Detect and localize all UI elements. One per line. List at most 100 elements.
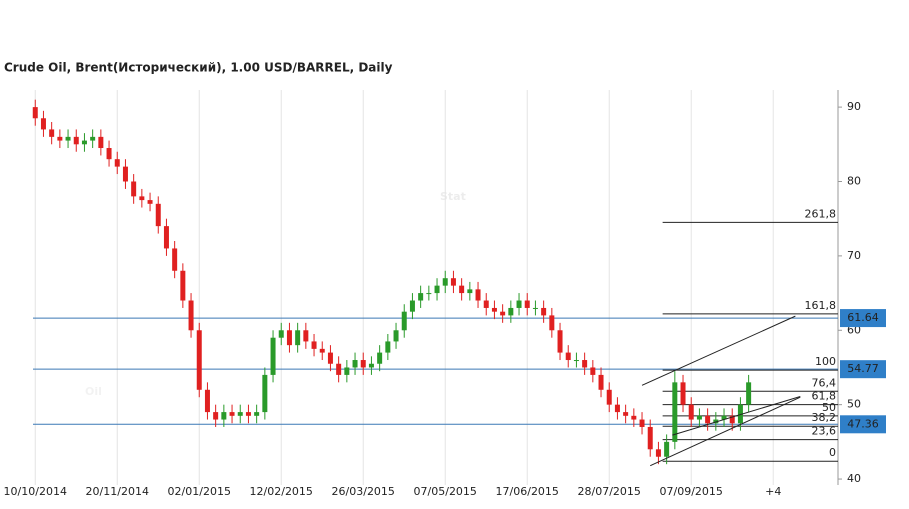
candle-body <box>475 289 481 301</box>
trend-line <box>672 395 801 436</box>
candle-body <box>245 412 251 416</box>
x-tick-label: 07/05/2015 <box>414 485 477 498</box>
candle-body <box>221 412 227 420</box>
candle-body <box>565 352 571 361</box>
fib-label: 23,6 <box>812 425 837 438</box>
candle-body <box>270 337 276 375</box>
candle-body <box>163 226 169 249</box>
candle-body <box>393 330 399 342</box>
candle-body <box>401 311 407 331</box>
price-level-label: 61.64 <box>847 311 879 324</box>
chart-title: Crude Oil, Brent(Исторический), 1.00 USD… <box>4 61 393 75</box>
candle-body <box>155 203 161 227</box>
candle-body <box>40 118 46 130</box>
candle-body <box>623 412 629 416</box>
candle-body <box>319 348 325 353</box>
x-tick-label: 20/11/2014 <box>86 485 149 498</box>
y-tick-label: 50 <box>847 398 861 411</box>
candle-body <box>32 107 38 119</box>
candle-body <box>368 363 374 368</box>
candle-body <box>122 166 128 182</box>
candle-body <box>737 404 743 424</box>
candle-body <box>434 285 440 294</box>
candle-body <box>57 136 63 141</box>
candle-body <box>516 300 522 308</box>
candle-body <box>491 307 497 312</box>
candle-body <box>442 278 448 286</box>
fib-label: 76,4 <box>812 376 837 389</box>
watermark: Oil <box>85 385 102 398</box>
candle-body <box>598 374 604 390</box>
candle-body <box>524 300 530 308</box>
candle-body <box>385 341 391 353</box>
x-tick-label: 28/07/2015 <box>578 485 641 498</box>
candle-body <box>467 289 473 294</box>
candle-body <box>614 404 620 413</box>
candle-body <box>188 300 194 331</box>
candle-body <box>73 136 79 145</box>
candle-body <box>664 441 670 457</box>
y-tick-label: 80 <box>847 174 861 187</box>
trend-line <box>650 396 801 467</box>
candle-body <box>541 307 547 316</box>
candle-body <box>409 300 415 312</box>
candle-body <box>557 330 563 353</box>
candle-body <box>344 367 350 375</box>
candle-body <box>278 330 284 338</box>
candle-body <box>286 330 292 346</box>
x-tick-label: 02/01/2015 <box>168 485 231 498</box>
candle-body <box>639 419 645 427</box>
candle-body <box>172 248 178 271</box>
fib-label: 261,8 <box>805 207 837 220</box>
x-tick-label: 07/09/2015 <box>660 485 723 498</box>
fib-label: 0 <box>829 446 836 459</box>
candle-body <box>49 129 55 137</box>
fib-label: 161,8 <box>805 299 837 312</box>
candle-body <box>721 415 727 420</box>
fib-label: 38,2 <box>812 411 837 424</box>
price-level-label: 54.77 <box>847 362 879 375</box>
candle-body <box>139 196 145 201</box>
candle-body <box>114 159 120 167</box>
trend-line <box>641 315 796 386</box>
candle-body <box>647 426 653 450</box>
fib-label: 61,8 <box>812 390 837 403</box>
candle-body <box>746 382 752 405</box>
candle-body <box>705 415 711 424</box>
candle-body <box>549 315 555 331</box>
candle-body <box>508 307 514 316</box>
candle-body <box>680 382 686 405</box>
candle-body <box>147 200 153 204</box>
price-level-box <box>840 309 886 328</box>
candle-body <box>582 360 588 368</box>
candle-body <box>573 360 579 362</box>
candle-body <box>204 389 210 413</box>
candle-body <box>688 404 694 420</box>
candle-body <box>483 300 489 308</box>
y-tick-label: 70 <box>847 249 861 262</box>
x-tick-label: 10/10/2014 <box>4 485 67 498</box>
candle-body <box>65 136 71 141</box>
candle-body <box>606 389 612 405</box>
candle-body <box>98 136 104 149</box>
candle-body <box>459 285 465 294</box>
candle-body <box>713 419 719 424</box>
price-level-box <box>840 415 886 434</box>
price-level-label: 47.36 <box>847 417 879 430</box>
candle-body <box>336 363 342 375</box>
candle-body <box>352 360 358 368</box>
candle-body <box>590 367 596 375</box>
candle-body <box>696 415 702 420</box>
candle-body <box>180 270 186 301</box>
candle-body <box>213 412 219 420</box>
x-tick-label: +4 <box>765 485 781 498</box>
candle-body <box>254 412 260 416</box>
price-level-box <box>840 360 886 379</box>
fib-label: 50 <box>822 401 836 414</box>
candle-body <box>262 374 268 413</box>
candle-body <box>729 415 735 424</box>
candle-body <box>360 360 366 368</box>
candle-body <box>500 311 506 316</box>
candle-body <box>311 341 317 349</box>
